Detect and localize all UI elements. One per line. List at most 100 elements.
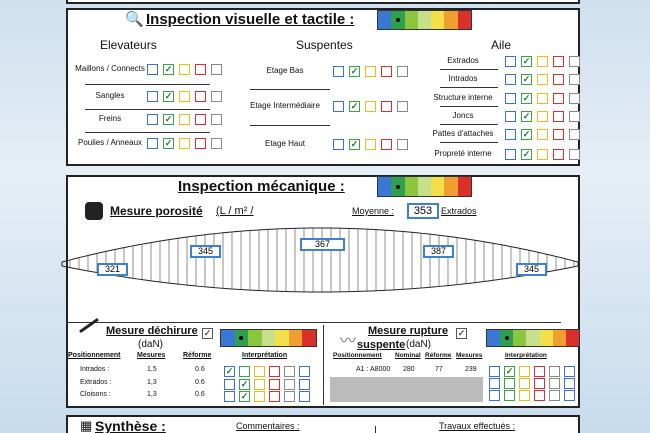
average-unit: Extrados (441, 206, 477, 216)
color-scale (220, 329, 317, 347)
item-label: Poulies / Anneaux (77, 138, 143, 147)
checkbox: ✓ (349, 66, 360, 77)
item-label: Structure interne (433, 93, 493, 102)
checkbox (269, 366, 280, 377)
table-header: Positionnement (333, 352, 382, 359)
checkbox (549, 390, 560, 401)
porosity-value: 387 (423, 245, 454, 258)
checkbox: ✓ (521, 149, 532, 160)
divider (85, 132, 210, 133)
checkbox (147, 64, 158, 75)
checkbox (549, 366, 560, 377)
synthesis-title: Synthèse : (95, 418, 166, 433)
checkbox (195, 64, 206, 75)
previous-section (66, 0, 580, 4)
checkbox (505, 74, 516, 85)
checkbox (211, 114, 222, 125)
checkbox (505, 111, 516, 122)
line-unit: (daN) (406, 339, 432, 350)
checkbox: ✓ (521, 74, 532, 85)
table-cell: 1,3 (147, 391, 157, 398)
checkbox (489, 390, 500, 401)
porosity-value: 345 (516, 263, 547, 276)
checkbox (569, 56, 580, 67)
checkbox (505, 149, 516, 160)
divider (440, 124, 498, 125)
checkbox: ✓ (521, 129, 532, 140)
average-label: Moyenne : (352, 206, 395, 216)
checkbox (537, 93, 548, 104)
checkbox (254, 391, 265, 402)
checkbox (299, 391, 310, 402)
item-label: Intrados (448, 74, 478, 83)
divider (85, 83, 210, 85)
checkbox: ✓ (163, 91, 174, 102)
color-scale (486, 329, 580, 347)
divider (85, 108, 210, 110)
checkbox (381, 101, 392, 112)
line-label2: suspente (357, 339, 406, 351)
checkbox (553, 74, 564, 85)
checkbox (284, 378, 295, 390)
table-cell: 77 (435, 366, 443, 373)
divider (250, 88, 330, 90)
item-label: Freins (98, 114, 122, 123)
table-header: Nominal (395, 352, 421, 359)
checkbox (254, 366, 265, 377)
porosity-value: 321 (97, 263, 128, 276)
table-cell: 239 (465, 366, 477, 373)
item-label: Joncs (452, 111, 474, 120)
checkbox (553, 93, 564, 104)
comments-label: Commentaires : (236, 421, 300, 431)
column-heading: Aile (491, 38, 512, 52)
table-cell: 0.6 (195, 378, 205, 386)
checkbox (195, 91, 206, 102)
tear-unit: (daN) (138, 339, 164, 350)
checkbox: ✓ (349, 101, 360, 112)
checkbox (534, 378, 545, 389)
column-heading: Suspentes (296, 38, 353, 52)
checkbox (564, 366, 575, 377)
divider (440, 142, 498, 143)
checkbox (365, 101, 376, 112)
checkbox: ✓ (349, 139, 360, 150)
checkbox (211, 64, 222, 75)
line-label: Mesure rupture (368, 325, 449, 337)
checkbox (397, 101, 408, 112)
checkbox (534, 366, 545, 377)
item-label: Maillons / Connects (75, 64, 145, 73)
table-cell: 1,5 (147, 366, 157, 373)
divider (440, 106, 498, 107)
checkbox (569, 149, 580, 160)
table-header: Interprétation (242, 352, 288, 359)
item-label: Pattes d'attaches (432, 129, 494, 138)
checkbox (537, 129, 548, 140)
color-scale (377, 10, 472, 30)
checkbox (397, 139, 408, 150)
checkbox (505, 56, 516, 67)
checkbox (534, 390, 545, 401)
table-cell: 0.6 (195, 391, 205, 398)
checkbox (179, 114, 190, 125)
porosity-value: 345 (190, 245, 221, 258)
table-header: Réforme (425, 352, 452, 359)
item-label: Extrados (447, 56, 479, 65)
checkbox (147, 114, 158, 125)
checkbox: ✓ (163, 64, 174, 75)
checkbox (381, 66, 392, 77)
item-label: Propreté interne (434, 149, 492, 158)
table-cell: Cloisons : (80, 391, 111, 398)
table-cell: A1 : A8000 (356, 366, 391, 373)
table-cell: 280 (403, 366, 415, 373)
checkbox (254, 378, 265, 390)
checkbox (519, 390, 530, 401)
table-header: Réforme (183, 352, 212, 359)
checkbox (505, 129, 516, 140)
table-header: Mesures (137, 352, 166, 359)
table-header: Positionnement (68, 352, 121, 359)
table-cell: Intrados : (80, 366, 110, 373)
checkbox (179, 64, 190, 75)
checkbox (537, 74, 548, 85)
